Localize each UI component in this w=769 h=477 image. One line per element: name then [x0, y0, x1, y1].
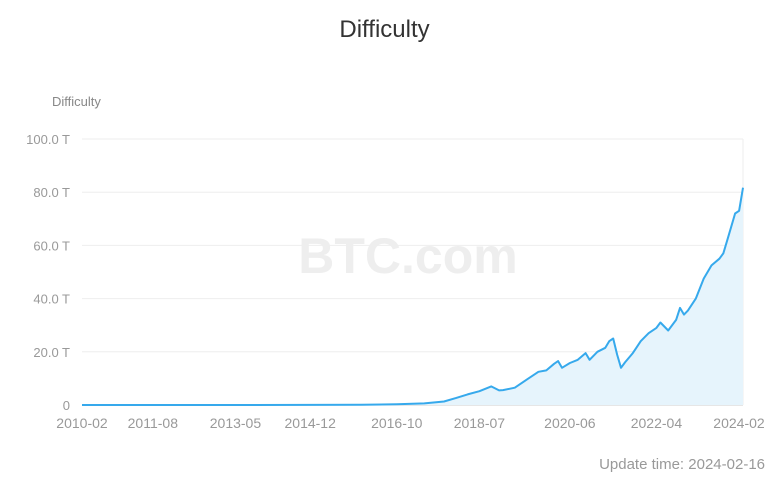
y-tick-label: 80.0 T	[33, 185, 70, 200]
x-tick-label: 2018-07	[454, 415, 506, 431]
y-tick-label: 100.0 T	[26, 132, 70, 147]
x-tick-label: 2022-04	[631, 415, 683, 431]
watermark: BTC.com	[298, 228, 517, 284]
x-tick-label: 2020-06	[544, 415, 596, 431]
update-time: Update time: 2024-02-16	[599, 456, 765, 473]
difficulty-line	[82, 187, 744, 406]
x-tick-label: 2014-12	[285, 415, 337, 431]
chart-title: Difficulty	[339, 16, 430, 43]
x-tick-label: 2016-10	[371, 415, 423, 431]
y-tick-label: 40.0 T	[33, 292, 70, 307]
y-tick-label: 20.0 T	[33, 345, 70, 360]
x-tick-label: 2010-02	[56, 415, 108, 431]
x-tick-label: 2024-02	[713, 415, 765, 431]
x-tick-label: 2011-08	[128, 415, 179, 431]
y-axis-label: Difficulty	[52, 94, 101, 109]
y-tick-label: 60.0 T	[33, 238, 70, 253]
difficulty-area	[82, 187, 743, 405]
x-axis-ticks: 2010-02 2011-08 2013-05 2014-12 2016-10 2018-…	[56, 415, 765, 431]
y-axis-ticks: 0 20.0 T 40.0 T 60.0 T 80.0 T 100.0 T	[26, 132, 70, 413]
y-tick-label: 0	[63, 398, 70, 413]
x-tick-label: 2013-05	[210, 415, 262, 431]
